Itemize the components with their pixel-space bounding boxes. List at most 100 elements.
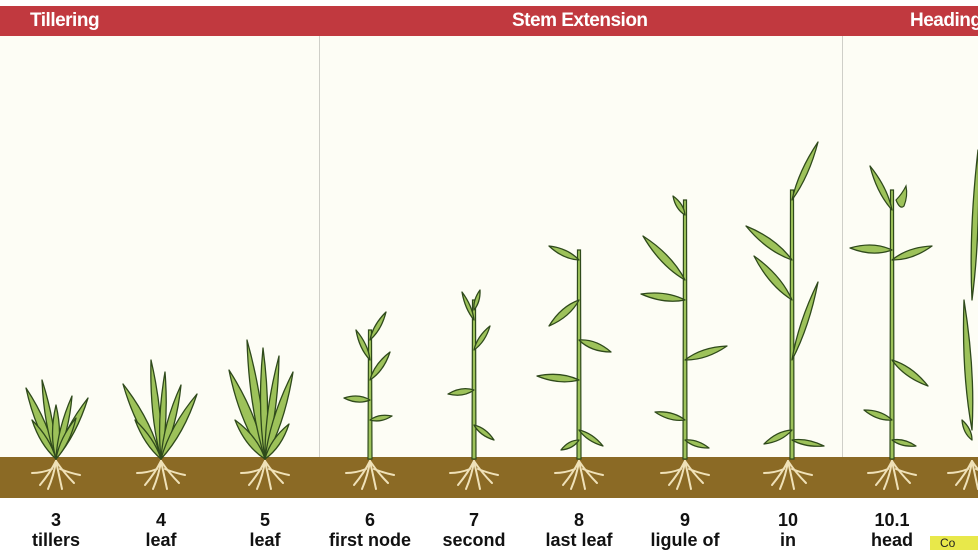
plant-7-leaf-1 bbox=[461, 291, 475, 321]
section-label-tillering: Tillering bbox=[30, 10, 100, 31]
plant-10-stem bbox=[789, 189, 795, 460]
plant-9-leaf-2 bbox=[640, 292, 686, 302]
plant-4-root-5 bbox=[164, 468, 186, 476]
plant-9-leaf-5 bbox=[684, 439, 710, 449]
stage-number-10: 10 bbox=[777, 510, 799, 530]
plant-7-leaf-0 bbox=[473, 289, 481, 311]
plant-6-root-4 bbox=[345, 468, 367, 474]
plant-7-leaf-3 bbox=[447, 387, 475, 396]
plant-10-1-leaf-3 bbox=[891, 359, 929, 387]
plant-6-leaf-2 bbox=[369, 351, 391, 381]
plant-4-leaf-5 bbox=[134, 419, 162, 460]
plant-5-root-1 bbox=[256, 460, 266, 490]
plant-3-root-4 bbox=[31, 468, 53, 474]
plant-8-root-4 bbox=[554, 468, 576, 474]
label-area bbox=[0, 498, 978, 550]
stage-number-3: 3 bbox=[50, 510, 61, 530]
plant-7-stem bbox=[471, 299, 477, 460]
stage-number-9: 9 bbox=[679, 510, 690, 530]
plant-10-1-leaf-0 bbox=[869, 165, 893, 211]
plant-6-root-5 bbox=[373, 468, 395, 476]
plant-8-leaf-0 bbox=[548, 245, 580, 261]
plant-8-root-3 bbox=[578, 460, 598, 484]
stage-description-8: last leaf bbox=[545, 530, 613, 550]
stage-number-6: 6 bbox=[364, 510, 375, 530]
plant-10-1-leaf-4 bbox=[863, 409, 893, 421]
plant-9-stem bbox=[682, 199, 688, 460]
stage-description-10: in bbox=[780, 530, 796, 550]
plant-3-root-3 bbox=[55, 460, 75, 484]
stage-description-4: leaf bbox=[145, 530, 177, 550]
plant-10-root-5 bbox=[791, 468, 813, 476]
plant-9-root-4 bbox=[660, 468, 682, 474]
plant-10-leaf-3 bbox=[791, 281, 819, 361]
plant-10-leaf-1 bbox=[745, 225, 793, 261]
stage-number-5: 5 bbox=[259, 510, 270, 530]
plant-10-root-1 bbox=[779, 460, 789, 490]
plant-4-leaf-4 bbox=[160, 393, 198, 460]
plant-5-leaf-6 bbox=[264, 423, 290, 460]
plant-5-root-5 bbox=[268, 468, 290, 476]
plant-8-leaf-4 bbox=[578, 429, 604, 447]
plant-9-root-3 bbox=[684, 460, 704, 484]
plant-10-1-root-5 bbox=[895, 468, 917, 476]
plant-9-leaf-1 bbox=[642, 235, 686, 281]
plant-4-root-4 bbox=[136, 468, 158, 474]
plant-5-leaf-4 bbox=[264, 371, 294, 460]
section-label-stem-extension: Stem Extension bbox=[512, 10, 648, 31]
plant-partial-leaf-2 bbox=[961, 419, 973, 441]
plant-partial-root-3 bbox=[971, 460, 978, 471]
plant-10-leaf-4 bbox=[763, 429, 793, 445]
plant-6-stem bbox=[367, 329, 373, 460]
plant-6-leaf-4 bbox=[369, 414, 393, 422]
plant-8-leaf-1 bbox=[548, 299, 580, 327]
plant-partial-leaf-1 bbox=[970, 149, 978, 301]
plant-7-root-5 bbox=[477, 468, 499, 476]
legend-chip: Co bbox=[930, 536, 978, 550]
plant-7-root-1 bbox=[465, 460, 475, 490]
plant-3-root-1 bbox=[47, 460, 57, 490]
plant-6-leaf-0 bbox=[369, 311, 387, 341]
plant-8-root-5 bbox=[582, 468, 604, 476]
plant-10-root-4 bbox=[763, 468, 785, 474]
plant-8-leaf-3 bbox=[536, 373, 580, 383]
plant-10-leaf-5 bbox=[791, 438, 825, 447]
plant-10-root-3 bbox=[787, 460, 807, 484]
plant-10-1-head bbox=[895, 184, 908, 208]
plant-6-leaf-3 bbox=[343, 395, 371, 403]
plant-3-leaf-6 bbox=[55, 417, 77, 460]
plant-partial-leaf-0 bbox=[962, 299, 974, 431]
plant-8-leaf-5 bbox=[560, 439, 580, 451]
plant-10-1-root-4 bbox=[867, 468, 889, 474]
plant-10-1-leaf-1 bbox=[849, 244, 893, 254]
plant-6-root-3 bbox=[369, 460, 389, 484]
plant-10-leaf-2 bbox=[753, 255, 793, 301]
plant-9-leaf-3 bbox=[684, 345, 728, 361]
plant-3-leaf-5 bbox=[31, 419, 57, 460]
plant-6-root-1 bbox=[361, 460, 371, 490]
stage-description-7: second bbox=[442, 530, 506, 550]
plant-8-leaf-2 bbox=[578, 339, 612, 353]
plant-10-1-leaf-2 bbox=[891, 245, 933, 261]
section-header-bar: Tillering Stem Extension Heading bbox=[0, 6, 978, 36]
stage-number-8: 8 bbox=[573, 510, 584, 530]
plant-10-leaf-0 bbox=[791, 141, 819, 201]
plant-7-root-4 bbox=[449, 468, 471, 474]
plant-8-stem bbox=[576, 249, 582, 460]
plant-5-leaf-5 bbox=[234, 419, 266, 460]
plant-9-root-5 bbox=[688, 468, 710, 476]
stage-description-3: tillers bbox=[31, 530, 81, 550]
plant-10-1-root-3 bbox=[891, 460, 911, 484]
section-divider-stem-heading bbox=[842, 36, 843, 498]
plant-9-root-1 bbox=[676, 460, 686, 490]
plant-9-leaf-4 bbox=[654, 411, 686, 422]
plant-6-leaf-1 bbox=[355, 329, 371, 361]
plant-4-root-1 bbox=[152, 460, 162, 490]
plant-4-root-3 bbox=[160, 460, 180, 484]
stage-description-9: ligule of bbox=[650, 530, 720, 550]
plant-10-1-leaf-5 bbox=[891, 438, 917, 447]
stage-number-10-1: 10.1 bbox=[874, 510, 910, 530]
plant-5-root-4 bbox=[240, 468, 262, 474]
